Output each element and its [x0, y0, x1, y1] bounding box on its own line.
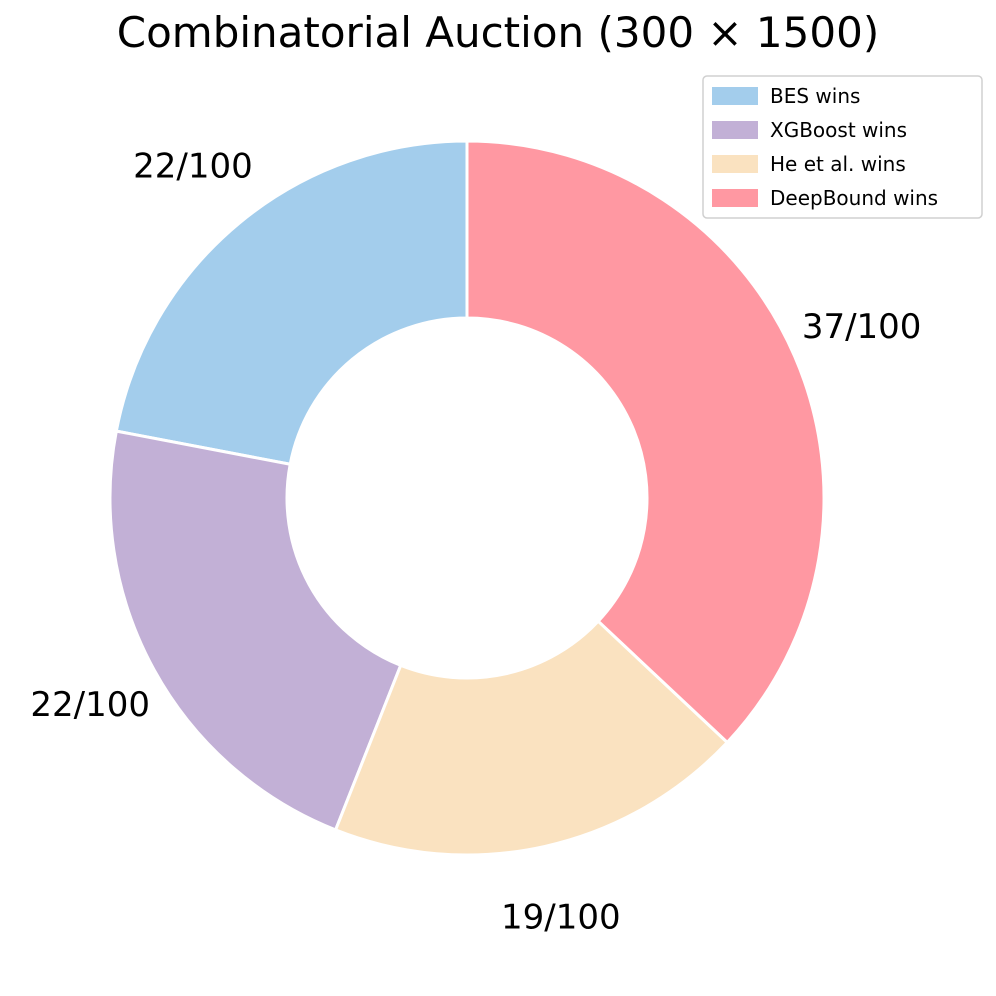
legend-items: BES wins XGBoost wins He et al. wins DeepBo…: [712, 84, 938, 210]
slice-bes-wins: [114, 139, 469, 466]
slice-label: 19/100: [501, 898, 621, 938]
legend-swatch: [712, 189, 758, 207]
slice-label: 37/100: [802, 307, 922, 347]
chart-title: Combinatorial Auction (300 × 1500): [117, 8, 879, 57]
slice-labels: 22/100 22/100 19/100 37/100: [30, 147, 921, 938]
legend-label: BES wins: [770, 84, 860, 108]
legend-label: DeepBound wins: [770, 186, 938, 210]
legend-swatch: [712, 87, 758, 105]
legend-label: He et al. wins: [770, 152, 906, 176]
slice-deepbound-wins: [465, 139, 826, 744]
legend: BES wins XGBoost wins He et al. wins DeepBo…: [702, 75, 983, 219]
slice-he-et-al-wins: [334, 619, 729, 857]
legend-swatch: [712, 155, 758, 173]
slice-xgboost-wins: [108, 429, 403, 832]
donut-slices: [108, 139, 826, 857]
slice-label: 22/100: [30, 685, 150, 725]
legend-swatch: [712, 121, 758, 139]
slice-label: 22/100: [133, 147, 253, 187]
legend-label: XGBoost wins: [770, 118, 907, 142]
legend-frame: [702, 75, 983, 219]
